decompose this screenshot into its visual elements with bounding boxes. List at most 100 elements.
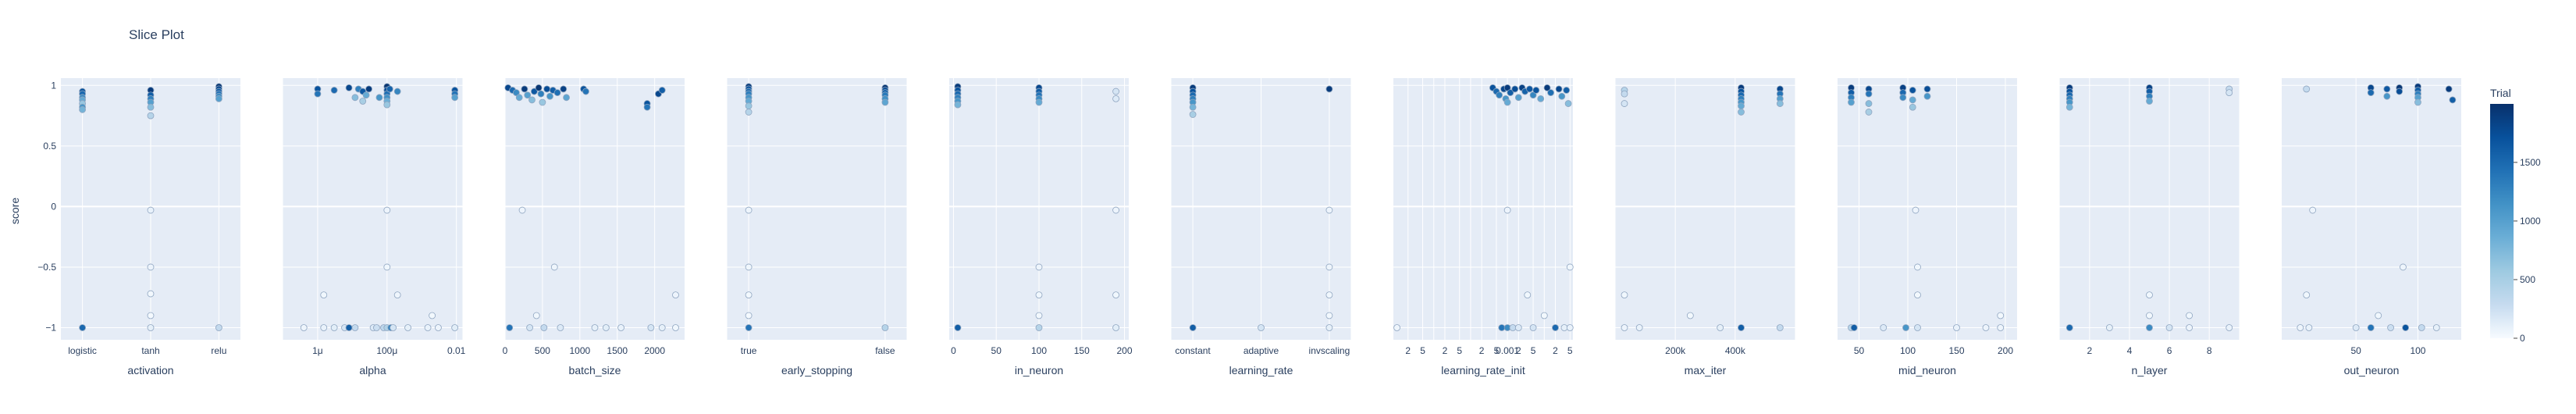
chart-title: Slice Plot — [129, 27, 184, 42]
data-point — [1776, 324, 1784, 331]
data-point — [1112, 95, 1119, 102]
colorbar-ticks: 0 500 1000 1500 — [2514, 157, 2541, 344]
x-tick-label: 0.001 — [1496, 345, 1519, 356]
data-point — [546, 92, 553, 100]
y-tick-label: 0.5 — [43, 141, 56, 152]
data-point — [617, 324, 624, 331]
x-tick-label: 100μ — [376, 345, 397, 356]
x-tick-label: 200k — [1665, 345, 1686, 356]
data-point — [2186, 324, 2194, 331]
x-tick-label: relu — [211, 345, 226, 356]
data-point — [2065, 103, 2073, 111]
data-point — [1325, 263, 1333, 271]
data-point — [1035, 324, 1043, 331]
data-point — [215, 324, 222, 331]
data-point — [1035, 312, 1043, 319]
data-point — [2186, 312, 2194, 319]
data-point — [1258, 324, 1265, 331]
x-tick-label: 2 — [1479, 345, 1485, 356]
data-point — [1914, 263, 1921, 271]
data-point — [1393, 324, 1400, 331]
data-point — [2375, 312, 2382, 319]
data-point — [79, 324, 86, 331]
x-tick-label: 5 — [1457, 345, 1462, 356]
x-tick-label: adaptive — [1244, 345, 1279, 356]
data-point — [383, 263, 391, 271]
data-point — [1543, 84, 1551, 91]
data-point — [330, 87, 338, 94]
colorbar-gradient — [2490, 104, 2514, 338]
data-point — [2449, 96, 2457, 104]
colorbar-tick-label: 0 — [2520, 333, 2525, 344]
x-tick-label: 50 — [1854, 345, 1865, 356]
x-tick-label: 50 — [2350, 345, 2361, 356]
x-tick-label: 5 — [1531, 345, 1536, 356]
data-point — [147, 312, 155, 319]
x-tick-label: 100 — [1900, 345, 1916, 356]
data-point — [1738, 102, 1745, 110]
plot-background — [727, 78, 907, 340]
data-point — [2309, 206, 2317, 214]
x-axis-title: out_neuron — [2344, 364, 2400, 377]
data-point — [1558, 92, 1566, 100]
data-point — [359, 98, 367, 105]
data-point — [1563, 87, 1571, 94]
data-point — [147, 290, 155, 298]
x-tick-label: 150 — [1074, 345, 1090, 356]
data-point — [745, 102, 753, 110]
data-point — [602, 324, 610, 331]
data-point — [647, 324, 655, 331]
x-tick-label: 8 — [2207, 345, 2212, 356]
data-point — [1982, 324, 1990, 331]
data-point — [506, 324, 514, 331]
x-tick-label: constant — [1175, 345, 1211, 356]
x-tick-label: 4 — [2127, 345, 2133, 356]
x-tick-label: true — [741, 345, 757, 356]
data-point — [1923, 85, 1931, 93]
data-point — [1564, 100, 1572, 107]
data-point — [553, 89, 561, 97]
plot-background — [1838, 78, 2017, 340]
x-tick-label: 5 — [1567, 345, 1573, 356]
data-point — [1112, 324, 1119, 331]
data-point — [582, 87, 589, 95]
colorbar-title: Trial — [2490, 87, 2511, 99]
data-point — [1865, 100, 1873, 107]
data-point — [147, 112, 155, 120]
data-point — [1909, 96, 1916, 104]
x-tick-label: tanh — [141, 345, 159, 356]
data-point — [1621, 324, 1628, 331]
x-axis-title: in_neuron — [1015, 364, 1063, 377]
x-tick-label: 2 — [1443, 345, 1448, 356]
data-point — [591, 324, 599, 331]
data-point — [1848, 98, 1855, 106]
data-point — [515, 94, 523, 102]
y-tick-label: −1 — [45, 322, 56, 333]
data-point — [373, 324, 380, 331]
subplot-out_neuron: 50 100 out_neuron — [2282, 78, 2461, 377]
data-point — [1112, 206, 1119, 214]
x-tick-label: 400k — [1725, 345, 1746, 356]
data-point — [1325, 85, 1333, 93]
plot-background — [1615, 78, 1795, 340]
data-point — [2367, 324, 2375, 331]
data-point — [429, 312, 436, 319]
data-point — [2400, 263, 2407, 271]
data-point — [1635, 324, 1643, 331]
data-point — [404, 324, 411, 331]
x-tick-label: 50 — [991, 345, 1002, 356]
data-point — [2387, 324, 2394, 331]
x-tick-label: 1μ — [312, 345, 323, 356]
colorbar-tick-label: 1500 — [2520, 157, 2541, 168]
data-point — [543, 85, 551, 93]
x-tick-label: 1500 — [607, 345, 628, 356]
data-point — [1997, 324, 2005, 331]
subplot-batch_size: 0 500 1000 1500 2000 batch_size — [503, 78, 685, 377]
data-point — [393, 291, 401, 299]
colorbar-tick-label: 1000 — [2520, 216, 2541, 227]
data-point — [560, 85, 568, 93]
x-axis-title: max_iter — [1685, 364, 1727, 377]
data-point — [539, 98, 546, 106]
x-tick-label: 2 — [2087, 345, 2092, 356]
